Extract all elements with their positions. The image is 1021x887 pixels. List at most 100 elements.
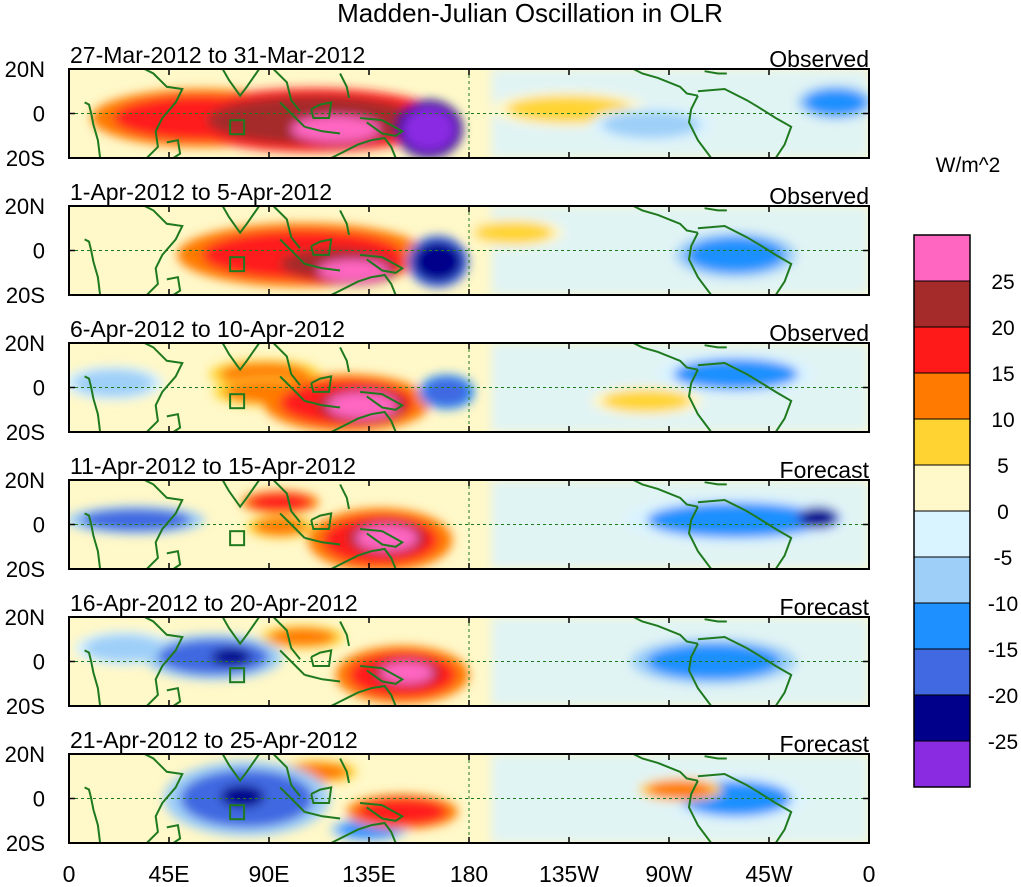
colorbar-tick-label: 10 <box>991 409 1014 432</box>
africa-west-coast <box>84 101 102 158</box>
y-tick-label: 20S <box>6 146 45 171</box>
colorbar-frame <box>913 234 971 788</box>
sumatra <box>279 649 306 676</box>
anomaly-core <box>380 661 434 684</box>
anomaly-core <box>413 241 463 282</box>
coastlines <box>84 206 793 295</box>
caribbean <box>704 618 727 623</box>
maldives-box <box>229 256 246 273</box>
sumatra <box>279 786 306 813</box>
south-asia-coast <box>221 617 301 660</box>
caribbean <box>704 207 727 212</box>
y-tick-label: 0 <box>33 376 45 401</box>
java-islands <box>304 399 341 409</box>
colorbar-tick-label: -10 <box>988 593 1018 616</box>
central-america <box>631 206 699 234</box>
anomaly-core <box>211 648 252 666</box>
x-tick-label: 90W <box>645 861 693 887</box>
coastlines <box>84 343 793 432</box>
chart-title: Madden-Julian Oscillation in OLR <box>337 0 723 28</box>
colorbar-tick-label: -25 <box>988 731 1018 754</box>
y-tick-label: 20N <box>5 57 45 82</box>
south-asia-coast <box>221 206 301 249</box>
colorbar-swatch <box>913 234 971 282</box>
panel-3: 20N 0 20S 6-Apr-2012 to 10-Apr-2012 Observed <box>5 316 870 445</box>
panel-type-label: Forecast <box>780 731 870 757</box>
anomaly-core <box>673 358 798 390</box>
colorbar-tick-label: -15 <box>988 639 1018 662</box>
colorbar-tick-label: 20 <box>991 317 1014 340</box>
panel-period-label: 1-Apr-2012 to 5-Apr-2012 <box>70 179 332 205</box>
panel-type-label: Forecast <box>780 594 870 620</box>
anomaly-core <box>800 508 836 527</box>
new-guinea <box>359 253 405 274</box>
anomaly-core <box>80 508 192 532</box>
africa-east-coast <box>142 617 184 706</box>
borneo <box>310 238 333 256</box>
colorbar-tick-label: 25 <box>991 271 1014 294</box>
madagascar <box>166 139 182 158</box>
anomaly-core <box>602 111 701 138</box>
caribbean <box>704 344 727 349</box>
africa-west-coast <box>84 786 102 843</box>
south-america-east <box>697 498 793 569</box>
maldives-box <box>229 804 246 821</box>
philippines <box>339 73 350 99</box>
coastlines <box>84 754 793 843</box>
madagascar <box>166 687 182 706</box>
borneo <box>310 786 333 804</box>
x-tick-label: 45E <box>149 861 190 887</box>
maldives-box <box>229 119 246 136</box>
colorbar-swatch <box>913 740 971 788</box>
panel-2: 20N 0 20S 1-Apr-2012 to 5-Apr-2012 Observed <box>5 179 870 308</box>
coastlines <box>84 69 793 158</box>
sumatra <box>279 512 306 539</box>
australia-north <box>328 273 397 295</box>
x-tick-label: 135E <box>342 861 396 887</box>
south-asia-coast <box>221 69 301 112</box>
caribbean <box>704 481 727 486</box>
y-tick-label: 20S <box>6 557 45 582</box>
java-islands <box>304 262 341 272</box>
south-america-east <box>697 635 793 706</box>
y-tick-label: 20S <box>6 420 45 445</box>
panel-period-label: 27-Mar-2012 to 31-Mar-2012 <box>70 42 365 68</box>
south-america-east <box>697 361 793 432</box>
sumatra <box>279 101 306 128</box>
x-tick-label: 0 <box>63 861 76 887</box>
y-tick-label: 20N <box>5 194 45 219</box>
y-tick-label: 20N <box>5 605 45 630</box>
africa-west-coast <box>84 238 102 295</box>
y-tick-label: 0 <box>33 513 45 538</box>
philippines <box>339 483 350 510</box>
y-tick-label: 20S <box>6 694 45 719</box>
panel-period-label: 21-Apr-2012 to 25-Apr-2012 <box>70 727 358 753</box>
south-america-east <box>697 772 793 843</box>
africa-west-coast <box>84 375 102 432</box>
australia-north <box>328 821 397 843</box>
colorbar-tick-label: 5 <box>997 455 1009 478</box>
africa-east-coast <box>142 343 184 432</box>
panel-period-label: 6-Apr-2012 to 10-Apr-2012 <box>70 316 345 342</box>
australia-north <box>328 684 397 706</box>
panel-type-label: Forecast <box>780 457 870 483</box>
south-asia-coast <box>221 754 301 797</box>
maldives-box <box>229 393 246 410</box>
panel-4: 20N 0 20S 11-Apr-2012 to 15-Apr-2012 Forecas… <box>5 453 870 582</box>
panel-period-label: 11-Apr-2012 to 15-Apr-2012 <box>70 453 356 479</box>
south-america-west <box>687 506 713 569</box>
madagascar <box>166 824 182 843</box>
central-america <box>631 617 699 645</box>
panel-1: 20N 0 20S 27-Mar-2012 to 31-Mar-2012 Observe… <box>5 42 870 171</box>
anomaly-core <box>355 524 418 552</box>
south-america-west <box>687 780 713 843</box>
panel-period-label: 16-Apr-2012 to 20-Apr-2012 <box>70 590 358 616</box>
madagascar <box>166 550 182 569</box>
anomaly-core <box>220 785 265 808</box>
australia-north <box>328 410 397 432</box>
y-tick-label: 0 <box>33 650 45 675</box>
caribbean <box>704 755 727 760</box>
new-guinea <box>360 117 405 137</box>
anomaly-core <box>602 389 692 412</box>
